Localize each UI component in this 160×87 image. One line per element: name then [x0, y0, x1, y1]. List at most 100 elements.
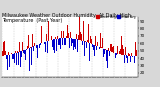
Bar [51, 36, 52, 40]
Bar [111, 44, 112, 52]
Bar [62, 38, 63, 46]
Bar [112, 47, 113, 52]
Bar [123, 50, 124, 55]
Bar [40, 43, 41, 45]
Bar [129, 54, 130, 56]
Bar [87, 40, 88, 42]
Bar [116, 53, 117, 55]
Bar [78, 35, 79, 40]
Bar [65, 38, 66, 45]
Bar [20, 52, 21, 67]
Bar [21, 51, 22, 57]
Bar [71, 38, 72, 39]
Bar [132, 56, 133, 57]
Bar [94, 45, 95, 56]
Bar [115, 53, 116, 58]
Bar [91, 39, 92, 44]
Bar [56, 39, 57, 51]
Bar [63, 31, 64, 38]
Bar [39, 44, 40, 48]
Bar [120, 49, 121, 54]
Bar [96, 35, 97, 46]
Bar [4, 41, 5, 56]
Bar [110, 44, 111, 51]
Bar [64, 38, 65, 45]
Bar [23, 50, 24, 53]
Bar [122, 45, 123, 55]
Bar [81, 34, 82, 41]
Bar [130, 56, 131, 62]
Bar [102, 38, 103, 48]
Bar [34, 43, 35, 46]
Bar [93, 45, 94, 50]
Bar [17, 51, 18, 52]
Bar [86, 42, 87, 48]
Bar [19, 52, 20, 56]
Bar [85, 41, 86, 42]
Bar [126, 56, 127, 58]
Bar [47, 29, 48, 41]
Bar [101, 47, 102, 48]
Bar [104, 49, 105, 54]
Bar [60, 38, 61, 49]
Bar [33, 46, 34, 51]
Bar [83, 21, 84, 41]
Text: Milwaukee Weather Outdoor Humidity  At Daily High  Temperature  (Past Year): Milwaukee Weather Outdoor Humidity At Da… [2, 13, 132, 23]
Bar [100, 48, 101, 60]
Bar [136, 50, 137, 56]
Bar [107, 50, 108, 68]
Bar [14, 53, 15, 63]
Bar [95, 36, 96, 46]
Bar [127, 56, 128, 61]
Bar [80, 32, 81, 40]
Bar [89, 42, 90, 43]
Bar [70, 32, 71, 38]
Bar [135, 42, 136, 56]
Bar [52, 40, 53, 47]
Bar [84, 41, 85, 56]
Bar [59, 38, 60, 45]
Bar [55, 37, 56, 39]
Bar [37, 45, 38, 58]
Bar [97, 42, 98, 46]
Bar [16, 51, 17, 53]
Legend: Above Avg, Below Avg: Above Avg, Below Avg [96, 14, 136, 19]
Bar [6, 55, 7, 59]
Bar [72, 31, 73, 39]
Bar [46, 34, 47, 41]
Bar [45, 42, 46, 52]
Bar [128, 54, 129, 56]
Bar [15, 51, 16, 53]
Bar [36, 45, 37, 48]
Bar [13, 54, 14, 59]
Bar [106, 50, 107, 61]
Bar [22, 42, 23, 51]
Bar [108, 48, 109, 51]
Bar [99, 47, 100, 56]
Bar [90, 36, 91, 44]
Bar [119, 51, 120, 54]
Bar [31, 47, 32, 65]
Bar [28, 35, 29, 48]
Bar [5, 51, 6, 55]
Bar [32, 34, 33, 47]
Bar [67, 25, 68, 38]
Bar [121, 36, 122, 55]
Bar [8, 52, 9, 55]
Bar [88, 24, 89, 43]
Bar [12, 54, 13, 59]
Bar [105, 49, 106, 50]
Bar [61, 31, 62, 38]
Bar [3, 42, 4, 56]
Bar [74, 39, 75, 47]
Bar [57, 36, 58, 39]
Bar [82, 41, 83, 43]
Bar [131, 53, 132, 56]
Bar [92, 44, 93, 47]
Bar [73, 39, 74, 50]
Bar [25, 50, 26, 60]
Bar [69, 38, 70, 48]
Bar [79, 17, 80, 40]
Bar [68, 33, 69, 38]
Bar [11, 53, 12, 54]
